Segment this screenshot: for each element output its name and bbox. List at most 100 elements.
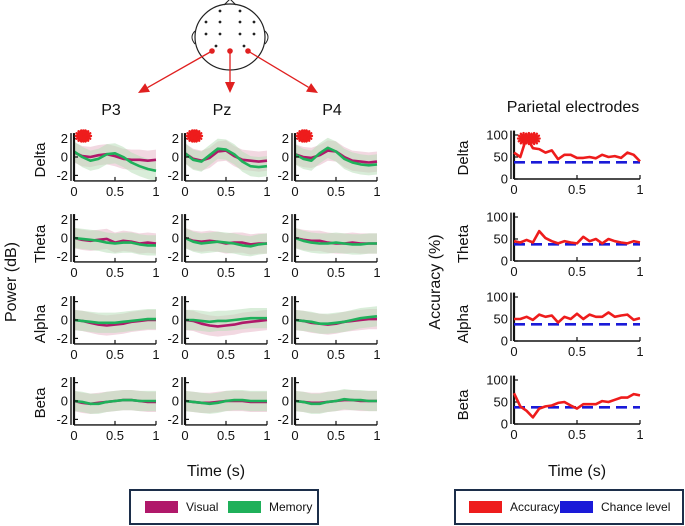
x-tick-label: 1 [636, 427, 643, 442]
x-tick-label: 1 [636, 264, 643, 279]
significance-star [527, 131, 541, 146]
x-tick-label: 1 [263, 428, 270, 443]
x-tick-label: 0 [510, 427, 517, 442]
significance-star-ray [190, 132, 203, 140]
y-tick-label: 0 [282, 394, 289, 409]
electrode-dot [238, 32, 242, 36]
y-tick-label: -2 [56, 168, 68, 183]
accuracy-panel-alpha: 0 50 100 0 0.5 1 [486, 290, 643, 360]
accuracy-line [512, 392, 641, 419]
y-tick-label: -2 [167, 249, 179, 264]
x-tick-label: 0 [291, 428, 298, 443]
acc-band-label-alpha: Alpha [455, 304, 472, 343]
x-tick-label: 0 [70, 184, 77, 199]
x-tick-label: 1 [263, 347, 270, 362]
acc-band-label-theta: Theta [455, 224, 472, 263]
y-tick-label: 2 [172, 375, 179, 390]
x-tick-label: 0.5 [327, 428, 345, 443]
y-tick-label: 0 [172, 150, 179, 165]
y-tick-label: 50 [494, 395, 508, 410]
electrode-dot [242, 44, 246, 48]
line-visual [73, 151, 157, 162]
x-tick-label: 0 [181, 184, 188, 199]
y-tick-label: 2 [172, 212, 179, 227]
line-memory [294, 315, 378, 326]
y-tick-label: 100 [486, 290, 508, 305]
electrode-dot [238, 20, 242, 24]
y-tick-label: 50 [494, 312, 508, 327]
x-tick-label: 0 [181, 347, 188, 362]
y-tick-label: 0 [282, 150, 289, 165]
y-tick-label: -2 [56, 331, 68, 346]
line-memory [185, 316, 267, 324]
y-tick-label: -2 [167, 412, 179, 427]
significance-star-ray [528, 134, 541, 143]
y-tick-label: -2 [277, 168, 289, 183]
y-tick-label: 100 [486, 210, 508, 225]
y-tick-label: 0 [61, 150, 68, 165]
legend-visual-swatch [145, 501, 178, 513]
x-tick-label: 1 [152, 184, 159, 199]
x-tick-label: 0 [70, 347, 77, 362]
column-title-p3: P3 [101, 102, 121, 119]
x-tick-label: 0.5 [217, 347, 235, 362]
y-tick-label: 0 [61, 394, 68, 409]
y-tick-label: 0 [172, 394, 179, 409]
electrode-dot [252, 32, 256, 36]
legend-left: Visual Memory [129, 489, 319, 525]
electrode-dot [218, 9, 222, 13]
line-memory [184, 398, 267, 406]
legend-memory-label: Memory [269, 500, 312, 514]
line-memory [73, 317, 156, 325]
line-memory [184, 147, 268, 169]
legend-accuracy-label: Accuracy [510, 500, 559, 514]
arrow-line [247, 50, 309, 88]
significance-star-ray [79, 132, 92, 140]
band-label-alpha: Alpha [32, 304, 49, 343]
line-visual [184, 318, 268, 328]
error-band-memory [295, 137, 377, 176]
x-tick-label: 0 [181, 265, 188, 280]
significance-star [78, 129, 93, 143]
significance-star [299, 129, 314, 143]
electrode-dot [218, 32, 222, 36]
y-tick-label: 0 [501, 172, 508, 187]
x-tick-label: 0.5 [568, 182, 586, 197]
x-tick-label: 0 [510, 182, 517, 197]
electrode-dot [252, 20, 256, 24]
x-tick-label: 0.5 [568, 427, 586, 442]
y-tick-label: 100 [486, 128, 508, 143]
y-tick-label: 2 [61, 212, 68, 227]
x-tick-label: 1 [373, 347, 380, 362]
x-tick-label: 1 [152, 428, 159, 443]
y-tick-label: 2 [61, 294, 68, 309]
significance-star-ray [300, 132, 313, 140]
x-tick-label: 0.5 [106, 347, 124, 362]
y-tick-label: 0 [172, 231, 179, 246]
y-tick-label: 0 [172, 313, 179, 328]
x-tick-label: 0.5 [327, 265, 345, 280]
x-tick-label: 1 [263, 184, 270, 199]
y-tick-label: -2 [167, 168, 179, 183]
x-tick-label: 1 [152, 265, 159, 280]
y-tick-label: 50 [494, 150, 508, 165]
column-title-p4: P4 [322, 102, 342, 119]
x-tick-label: 0.5 [327, 184, 345, 199]
accuracy-panel-delta: 0 50 100 0 0.5 1 [486, 128, 643, 198]
electrode-dot [214, 44, 218, 48]
head-schematic [138, 0, 318, 93]
accuracy-panel-theta: 0 50 100 0 0.5 1 [486, 210, 643, 280]
electrode-dot [204, 32, 208, 36]
y-tick-label: 0 [282, 231, 289, 246]
right-xlabel: Time (s) [548, 463, 606, 480]
y-tick-label: 0 [61, 231, 68, 246]
x-tick-label: 0 [291, 265, 298, 280]
legend-memory-swatch [228, 501, 261, 513]
